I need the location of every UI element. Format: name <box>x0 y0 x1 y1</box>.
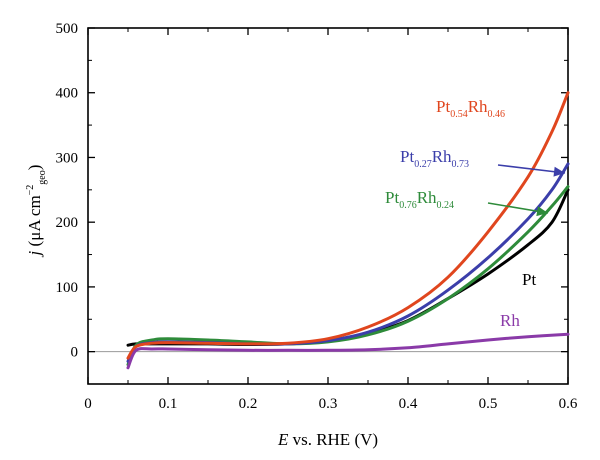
y-axis-label: j (μA cm−2geo) <box>25 165 48 258</box>
plot-frame <box>87 27 569 385</box>
arrow-pt076rh024-head <box>536 206 548 217</box>
x-axis-label: E vs. RHE (V) <box>277 430 378 449</box>
axes: 0 0.1 0.2 0.3 0.4 0.5 0.6 0 100 200 300 400 500 <box>56 21 578 412</box>
label-pt054rh046: Pt0.54Rh0.46 <box>436 97 505 120</box>
label-pt: Pt <box>522 270 536 289</box>
y-tick-label: 400 <box>56 86 79 102</box>
y-tick-label: 500 <box>56 21 79 37</box>
arrow-pt027rh073-head <box>553 166 565 177</box>
annotations: Pt0.54Rh0.46 Pt0.27Rh0.73 Pt0.76Rh0.24 Pt Rh <box>385 97 566 330</box>
label-rh: Rh <box>500 311 520 330</box>
x-tick-label: 0 <box>84 396 92 412</box>
y-tick-label: 0 <box>71 345 79 361</box>
label-pt027rh073: Pt0.27Rh0.73 <box>400 147 469 170</box>
x-tick-label: 0.1 <box>159 396 178 412</box>
y-tick-label: 200 <box>56 215 79 231</box>
arrow-pt027rh073 <box>497 164 566 174</box>
x-tick-label: 0.2 <box>239 396 258 412</box>
y-tick-label: 300 <box>56 150 79 166</box>
x-tick-label: 0.5 <box>479 396 498 412</box>
series-lines <box>126 91 570 370</box>
y-tick-label: 100 <box>56 280 79 296</box>
x-tick-label: 0.4 <box>399 396 418 412</box>
series-line-pt054rh046 <box>126 91 570 360</box>
x-tick-label: 0.6 <box>559 396 578 412</box>
label-pt076rh024: Pt0.76Rh0.24 <box>385 188 454 211</box>
series-line-rh <box>126 332 570 370</box>
x-tick-label: 0.3 <box>319 396 338 412</box>
